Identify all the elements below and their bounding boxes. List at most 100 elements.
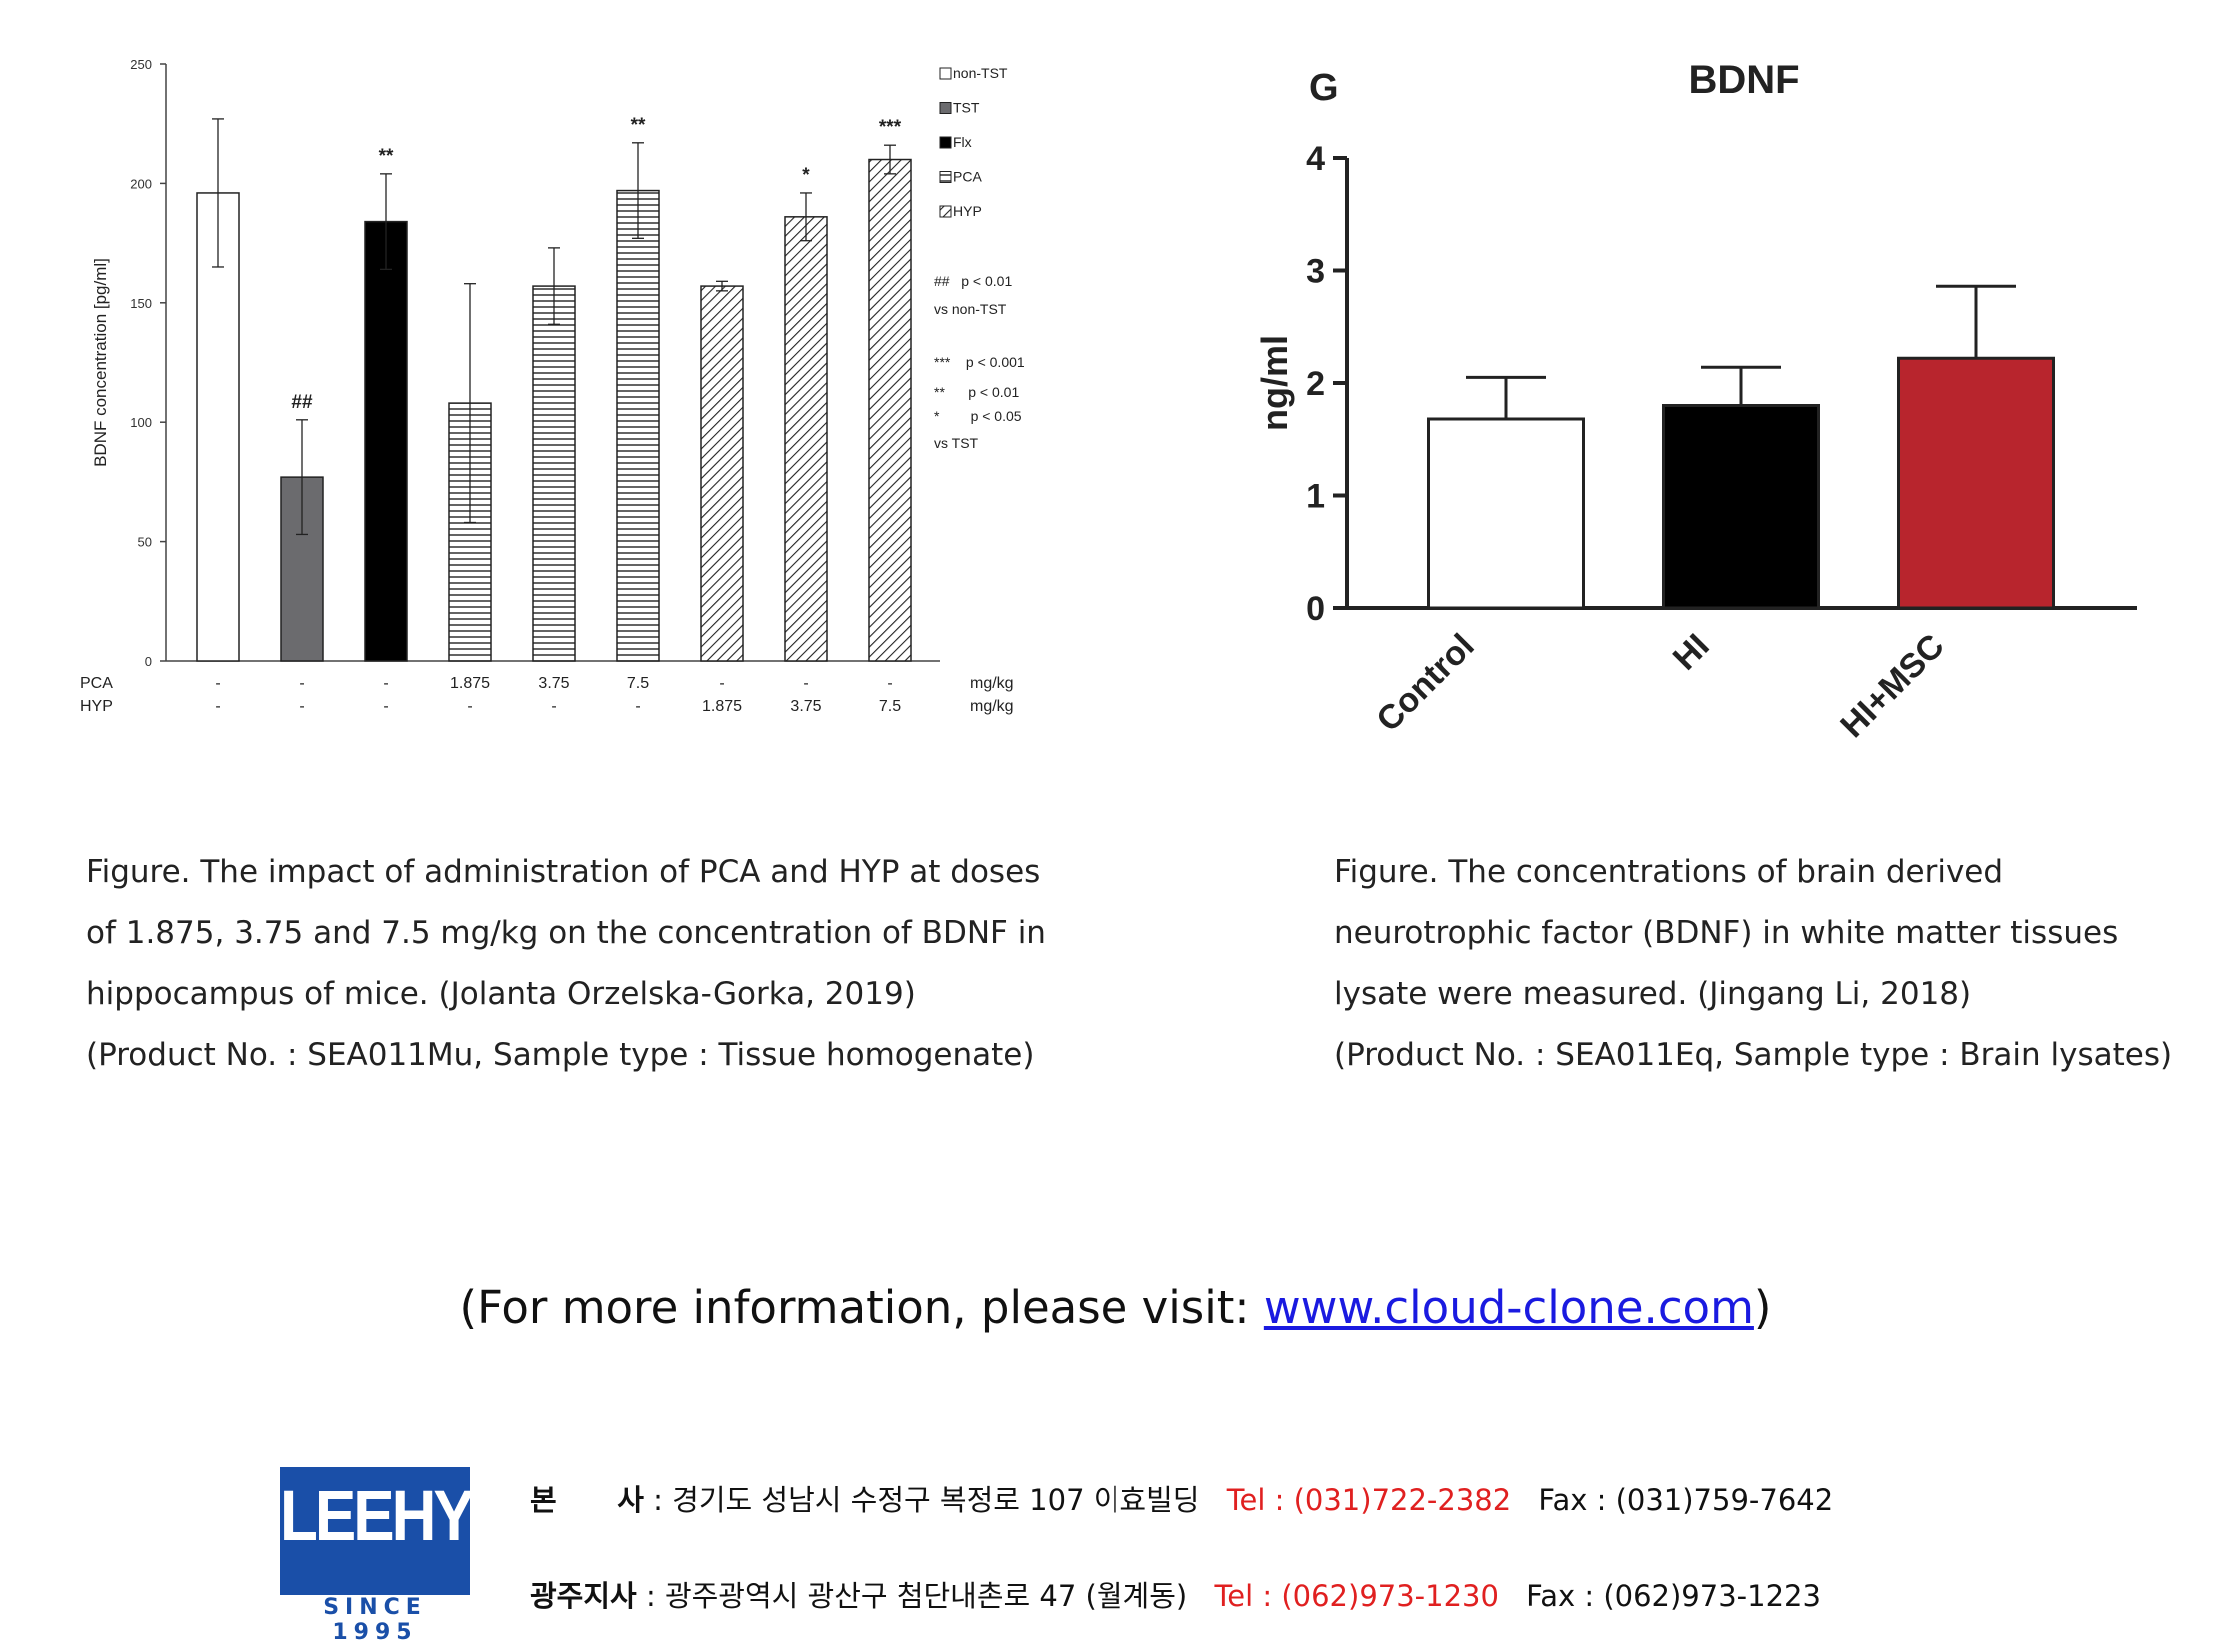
- legend-label: TST: [953, 100, 980, 116]
- pca-dose-label: -: [803, 675, 808, 692]
- significance-note: ## p < 0.01: [934, 273, 1012, 289]
- legend-swatch: [939, 67, 952, 80]
- bar: [784, 216, 828, 662]
- y-tick-label: 3: [1306, 253, 1325, 291]
- hq-label: 본 사: [530, 1483, 644, 1517]
- x-tick-label: HI+MSC: [1833, 627, 1951, 745]
- logo-text: LEEHYO: [280, 1476, 520, 1557]
- hyp-unit-label: mg/kg: [970, 698, 1014, 715]
- y-tick-label: 2: [1306, 365, 1325, 403]
- significance-label: **: [631, 115, 646, 136]
- significance-label: *: [802, 165, 810, 186]
- logo-box: LEEHYO: [280, 1467, 520, 1595]
- hyp-dose-label: 1.875: [702, 698, 742, 715]
- significance-note: *** p < 0.001: [934, 354, 1025, 370]
- hyp-dose-label: 3.75: [790, 698, 821, 715]
- more-info-suffix: ): [1753, 1281, 1772, 1334]
- caption-line: lysate were measured. (Jingang Li, 2018): [1334, 976, 1972, 1012]
- legend-swatch: [939, 136, 952, 149]
- bar: [868, 158, 912, 662]
- caption-line: Figure. The concentrations of brain deri…: [1334, 854, 2004, 890]
- legend-swatch: [939, 102, 952, 114]
- left-chart-svg: 0 50 100 150 200 250 BDNF concentration [pg/ml…: [80, 57, 1025, 715]
- significance-note: * p < 0.05: [934, 408, 1022, 424]
- y-tick-label: 250: [130, 57, 152, 72]
- y-tick-label: 4: [1306, 140, 1325, 178]
- hq-address-line: 본 사 : 경기도 성남시 수정구 복정로 107 이효빌딩 Tel : (03…: [530, 1477, 1833, 1519]
- pca-dose-label: -: [887, 675, 892, 692]
- hyp-dose-label: -: [215, 698, 220, 715]
- bar: [196, 192, 240, 662]
- significance-note: vs non-TST: [934, 301, 1007, 317]
- y-axis-title: BDNF concentration [pg/ml]: [91, 258, 110, 467]
- legend-label: Flx: [953, 134, 972, 150]
- legend-label: PCA: [953, 169, 982, 185]
- y-axis-title: ng/ml: [1254, 335, 1295, 431]
- hq-address: : 경기도 성남시 수정구 복정로 107 이효빌딩: [653, 1483, 1200, 1517]
- significance-label: ***: [879, 117, 902, 138]
- y-tick-label: 50: [138, 535, 152, 550]
- x-tick-label: HI: [1666, 627, 1717, 678]
- right-figure-caption: Figure. The concentrations of brain deri…: [1334, 842, 2214, 1086]
- legend-label: non-TST: [953, 65, 1008, 81]
- bar: [1897, 356, 2055, 610]
- significance-note: vs TST: [934, 435, 979, 451]
- pca-dose-label: -: [719, 675, 724, 692]
- hq-fax: Fax : (031)759-7642: [1538, 1483, 1834, 1517]
- panel-label: G: [1309, 67, 1339, 109]
- pca-dose-label: 7.5: [627, 675, 649, 692]
- bar: [700, 285, 744, 662]
- bar: [1662, 404, 1820, 610]
- right-bar-chart: G BDNF 0 1 2 3 4 ng/ml Control HI HI+MSC: [1244, 40, 2164, 760]
- right-chart-svg: G BDNF 0 1 2 3 4 ng/ml Control HI HI+MSC: [1254, 58, 2137, 745]
- y-tick-label: 1: [1306, 478, 1325, 516]
- bar: [1427, 417, 1585, 610]
- hyp-dose-label: -: [635, 698, 640, 715]
- chart-title: BDNF: [1688, 58, 1799, 102]
- hyp-dose-label: 7.5: [879, 698, 901, 715]
- logo-since: SINCE 1995: [323, 1595, 427, 1645]
- more-info-prefix: (For more information, please visit:: [459, 1281, 1264, 1334]
- more-info-line: (For more information, please visit: www…: [0, 1281, 2231, 1334]
- pca-dose-label: -: [383, 675, 388, 692]
- hyp-dose-label: -: [551, 698, 556, 715]
- caption-line: neurotrophic factor (BDNF) in white matt…: [1334, 915, 2119, 951]
- hyp-row-label: HYP: [80, 698, 113, 715]
- gwangju-address-line: 광주지사 : 광주광역시 광산구 첨단내촌로 47 (월계동) Tel : (0…: [530, 1573, 1821, 1615]
- pca-unit-label: mg/kg: [970, 675, 1014, 692]
- bar: [616, 189, 660, 662]
- x-tick-label: Control: [1369, 627, 1481, 739]
- hq-tel: Tel : (031)722-2382: [1226, 1483, 1512, 1517]
- caption-line: Figure. The impact of administration of …: [86, 854, 1041, 890]
- legend-label: HYP: [953, 203, 982, 219]
- pca-dose-label: -: [215, 675, 220, 692]
- y-tick-label: 100: [130, 415, 152, 430]
- caption-line: of 1.875, 3.75 and 7.5 mg/kg on the conc…: [86, 915, 1046, 951]
- caption-line: (Product No. : SEA011Mu, Sample type : T…: [86, 1037, 1035, 1073]
- significance-note: ** p < 0.01: [934, 384, 1019, 400]
- y-tick-label: 0: [145, 654, 152, 669]
- gwangju-fax: Fax : (062)973-1223: [1526, 1579, 1821, 1613]
- bar: [532, 285, 576, 662]
- legend-swatch: [939, 171, 952, 183]
- caption-line: hippocampus of mice. (Jolanta Orzelska-G…: [86, 976, 916, 1012]
- gwangju-label: 광주지사: [530, 1579, 637, 1613]
- website-link[interactable]: www.cloud-clone.com: [1263, 1281, 1754, 1334]
- significance-label: ##: [291, 392, 313, 413]
- y-tick-label: 150: [130, 296, 152, 311]
- hyp-dose-label: -: [467, 698, 472, 715]
- y-tick-label: 200: [130, 176, 152, 191]
- gwangju-address: : 광주광역시 광산구 첨단내촌로 47 (월계동): [645, 1579, 1188, 1613]
- pca-row-label: PCA: [80, 675, 113, 692]
- hyp-dose-label: -: [383, 698, 388, 715]
- significance-label: **: [379, 146, 394, 167]
- gwangju-tel: Tel : (062)973-1230: [1214, 1579, 1499, 1613]
- y-tick-label: 0: [1306, 590, 1325, 628]
- left-bar-chart: 0 50 100 150 200 250 BDNF concentration [pg/ml…: [60, 40, 1060, 740]
- hyp-dose-label: -: [299, 698, 304, 715]
- left-figure-caption: Figure. The impact of administration of …: [86, 842, 1185, 1086]
- caption-line: (Product No. : SEA011Eq, Sample type : B…: [1334, 1037, 2173, 1073]
- pca-dose-label: 3.75: [538, 675, 569, 692]
- legend-swatch: [939, 205, 952, 218]
- pca-dose-label: 1.875: [450, 675, 490, 692]
